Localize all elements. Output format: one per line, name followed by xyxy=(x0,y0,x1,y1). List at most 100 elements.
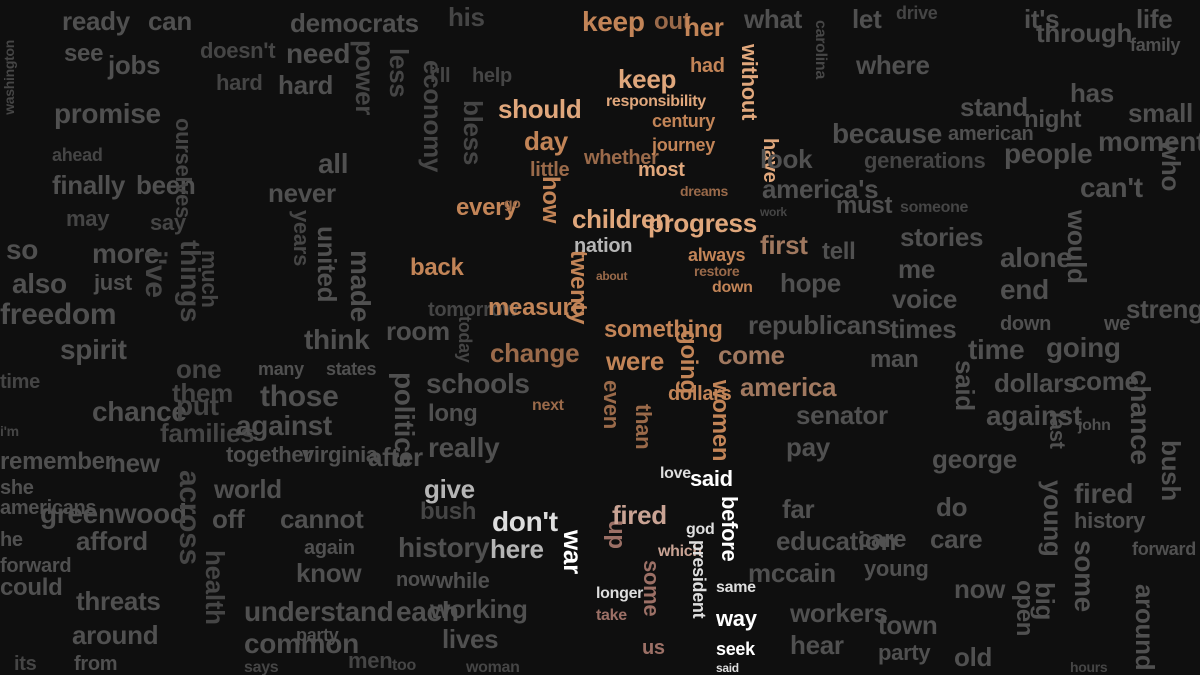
word: united xyxy=(312,226,342,303)
word: up xyxy=(603,520,630,549)
word: without xyxy=(737,44,762,121)
word: strength xyxy=(1126,294,1200,324)
word: mccain xyxy=(748,558,836,588)
word: senator xyxy=(796,400,888,430)
word: how xyxy=(537,176,564,224)
word: help xyxy=(472,65,512,87)
word: say xyxy=(150,210,186,235)
word: measure xyxy=(488,294,585,321)
word: men xyxy=(348,648,393,673)
word: carolina xyxy=(812,20,829,79)
word: where xyxy=(856,50,930,80)
word: back xyxy=(410,254,464,281)
word: ahead xyxy=(52,145,103,165)
word: virginia xyxy=(302,442,378,467)
word: room xyxy=(386,316,450,346)
word: could xyxy=(0,574,63,601)
word: too xyxy=(392,657,416,674)
word: fired xyxy=(1074,478,1134,509)
word: bush xyxy=(1156,440,1186,501)
word: had xyxy=(690,55,725,77)
word: night xyxy=(1024,106,1082,133)
word: look xyxy=(760,144,813,174)
word: now xyxy=(396,569,436,591)
word: bless xyxy=(458,100,488,165)
word: washington xyxy=(1,40,17,115)
word: democrats xyxy=(290,8,419,38)
word: promise xyxy=(54,98,161,129)
word: day xyxy=(524,126,568,156)
word: life xyxy=(1136,4,1173,34)
word: god xyxy=(686,521,715,538)
word: i'm xyxy=(0,423,19,439)
word: jobs xyxy=(108,50,161,80)
word: around xyxy=(1130,584,1160,671)
word: nation xyxy=(574,235,633,257)
word: women xyxy=(707,380,734,462)
word: whether xyxy=(584,147,659,169)
word: let xyxy=(852,4,882,34)
word: against xyxy=(236,410,332,441)
word: america xyxy=(740,372,837,402)
word: hard xyxy=(278,70,334,100)
word: keep xyxy=(582,6,645,37)
word: dreams xyxy=(680,183,729,199)
word: dollars xyxy=(668,383,732,405)
word: pay xyxy=(786,432,830,462)
word: voice xyxy=(892,284,957,314)
word: understand xyxy=(244,596,394,627)
word: its xyxy=(14,653,37,675)
word: across xyxy=(173,470,206,565)
word: may xyxy=(66,206,110,231)
word: can xyxy=(148,6,192,36)
word: just xyxy=(94,270,132,295)
word: he xyxy=(0,529,23,551)
word: tomorrow xyxy=(428,299,518,321)
word: while xyxy=(436,568,490,593)
word: world xyxy=(214,474,282,504)
word: hours xyxy=(1070,659,1108,675)
word: something xyxy=(604,316,723,343)
word: moment xyxy=(1098,126,1200,157)
word: time xyxy=(0,371,40,393)
word: young xyxy=(864,556,929,581)
word: longer xyxy=(596,585,644,602)
word: do xyxy=(936,492,968,522)
word: economy xyxy=(418,60,448,173)
word: i've xyxy=(139,250,172,298)
word: through xyxy=(1036,18,1133,48)
word: about xyxy=(596,269,628,283)
word: which xyxy=(658,543,702,560)
word: against xyxy=(986,400,1082,431)
word: family xyxy=(1130,35,1181,55)
word: john xyxy=(1078,417,1111,434)
word: because xyxy=(832,118,942,149)
word: history xyxy=(1074,508,1146,533)
word: after xyxy=(368,442,423,472)
word: come xyxy=(1072,366,1139,396)
word: hard xyxy=(216,70,263,95)
word: way xyxy=(716,606,757,631)
word: tell xyxy=(822,238,856,265)
word: even xyxy=(599,380,624,429)
word: power xyxy=(350,40,380,116)
word: old xyxy=(954,642,993,672)
word: working xyxy=(430,594,528,624)
word: workers xyxy=(790,598,888,628)
word: finally xyxy=(52,170,126,200)
word: i'll xyxy=(430,65,451,87)
word: forward xyxy=(1132,539,1196,559)
word: it's xyxy=(1024,4,1060,34)
word: care xyxy=(930,524,983,554)
word: work xyxy=(760,205,787,219)
word: last xyxy=(1045,412,1070,449)
word: never xyxy=(268,178,336,208)
word: states xyxy=(326,359,377,379)
word: doesn't xyxy=(200,38,276,63)
word: alone xyxy=(1000,242,1072,273)
word: less xyxy=(384,48,414,98)
word: we xyxy=(1104,313,1131,335)
word: american xyxy=(948,123,1034,145)
word: many xyxy=(258,359,304,379)
word: some xyxy=(1069,540,1100,612)
